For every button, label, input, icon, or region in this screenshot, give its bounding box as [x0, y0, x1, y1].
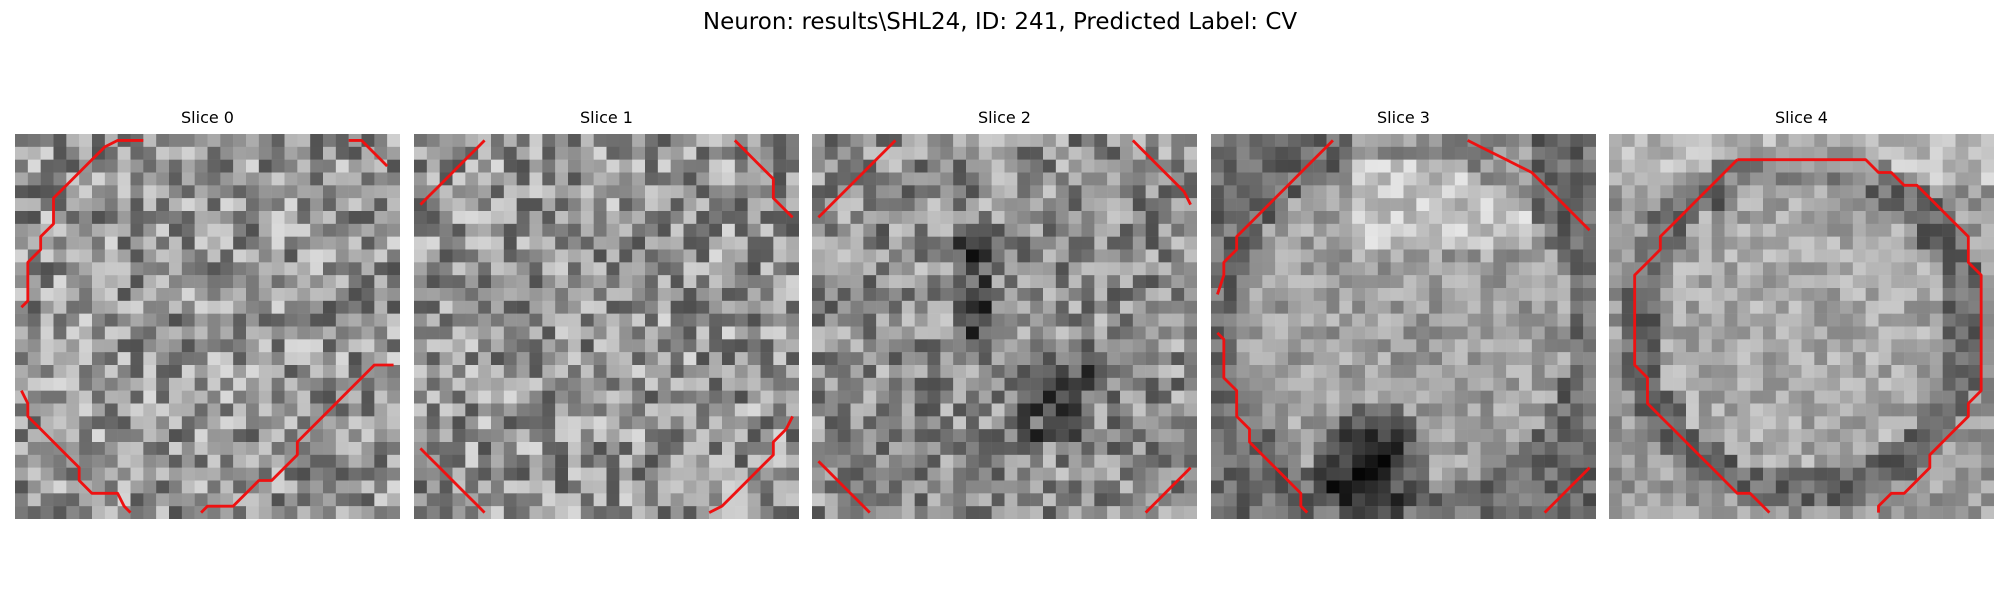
pixel-grid	[414, 134, 799, 519]
slice-image	[812, 134, 1197, 519]
slice-panel-0: Slice 0	[15, 108, 400, 128]
slice-title: Slice 4	[1609, 108, 1994, 128]
slice-image	[1609, 134, 1994, 519]
figure-suptitle: Neuron: results\SHL24, ID: 241, Predicte…	[0, 8, 2000, 36]
slice-title: Slice 3	[1211, 108, 1596, 128]
pixel-grid	[812, 134, 1197, 519]
slice-title: Slice 2	[812, 108, 1197, 128]
slice-title: Slice 1	[414, 108, 799, 128]
slice-image	[15, 134, 400, 519]
slice-title: Slice 0	[15, 108, 400, 128]
slice-image	[1211, 134, 1596, 519]
slice-image	[414, 134, 799, 519]
slice-panel-2: Slice 2	[812, 108, 1197, 128]
pixel-grid	[1609, 134, 1994, 519]
slice-panel-4: Slice 4	[1609, 108, 1994, 128]
slice-panel-1: Slice 1	[414, 108, 799, 128]
slice-panel-3: Slice 3	[1211, 108, 1596, 128]
